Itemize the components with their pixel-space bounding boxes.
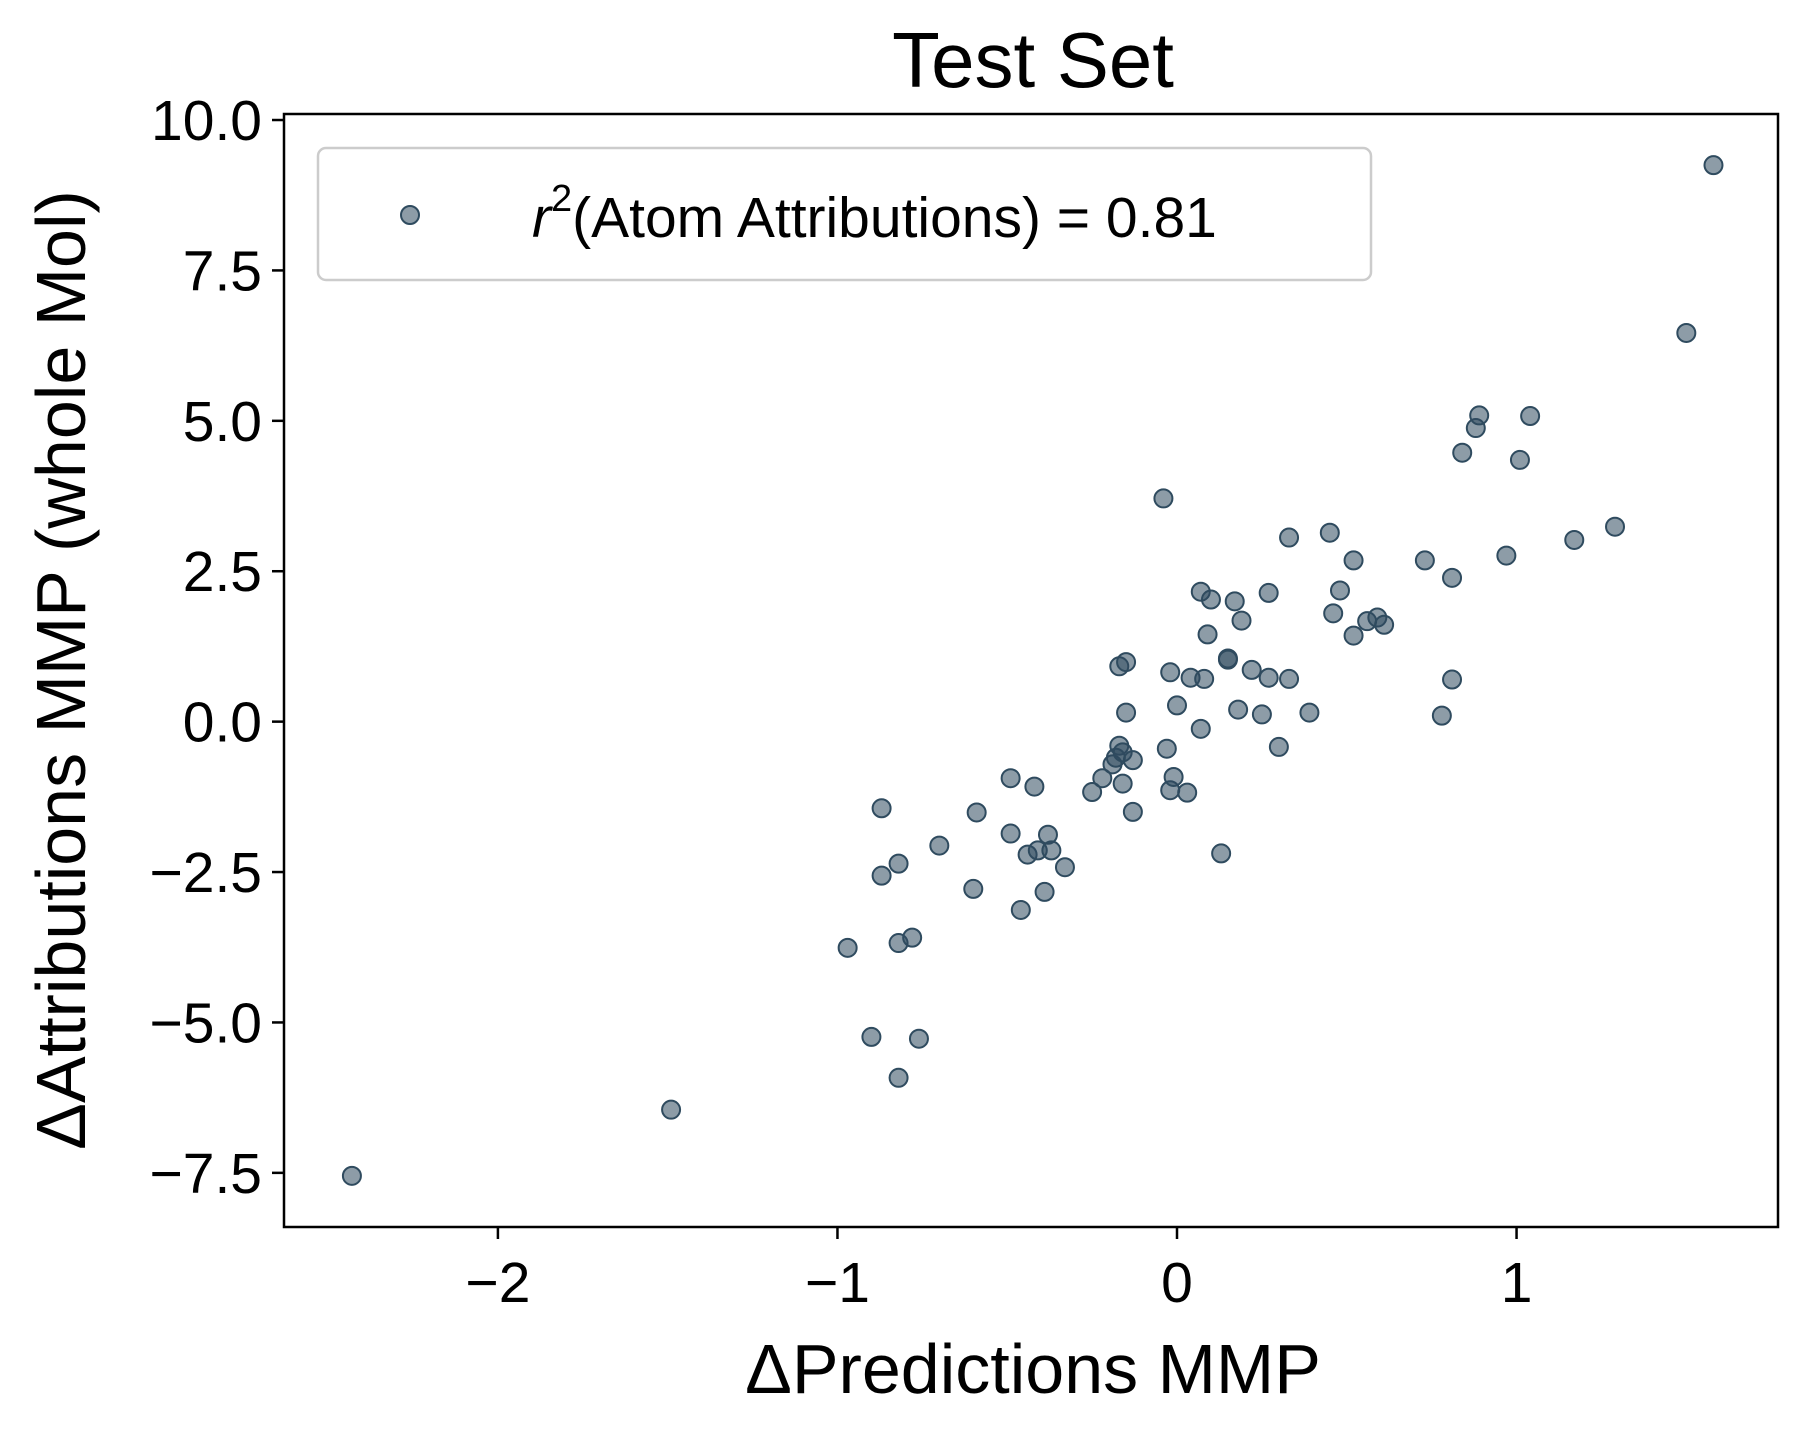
data-point <box>888 1067 909 1088</box>
y-tick-label: 7.5 <box>183 239 262 303</box>
data-point <box>1217 649 1238 670</box>
data-point <box>1241 659 1262 680</box>
data-point <box>908 1028 929 1049</box>
x-tick-label: 0 <box>1161 1251 1193 1315</box>
data-point <box>1605 516 1626 537</box>
data-point <box>1197 624 1218 645</box>
data-point <box>1520 406 1541 427</box>
data-point <box>1000 823 1021 844</box>
x-tick-label: −2 <box>465 1251 530 1315</box>
data-point <box>661 1099 682 1120</box>
y-tick-label: −2.5 <box>149 841 262 905</box>
data-point <box>1703 155 1724 176</box>
data-point <box>1167 695 1188 716</box>
data-point <box>1190 718 1211 739</box>
legend-text: (Atom Attributions) = 0.81 <box>572 186 1217 250</box>
data-point <box>1194 668 1215 689</box>
data-point <box>1000 768 1021 789</box>
data-point <box>888 853 909 874</box>
data-point <box>1414 550 1435 571</box>
data-point <box>1452 442 1473 463</box>
legend-symbol: r <box>532 186 553 250</box>
data-point <box>1116 652 1137 673</box>
legend-marker <box>400 205 420 225</box>
scatter-points <box>341 155 1724 1186</box>
data-point <box>1258 667 1279 688</box>
data-point <box>1343 550 1364 571</box>
data-point <box>1024 776 1045 797</box>
y-axis-label: ΔAttributions MMP (whole Mol) <box>22 190 100 1150</box>
data-point <box>1177 782 1198 803</box>
data-point <box>1496 545 1517 566</box>
data-point <box>1319 522 1340 543</box>
legend-superscript: 2 <box>551 178 572 220</box>
data-point <box>871 798 892 819</box>
data-point <box>341 1165 362 1186</box>
y-tick-label: −7.5 <box>149 1142 262 1206</box>
chart-title: Test Set <box>892 16 1174 104</box>
x-axis-ticks: −2 −1 0 1 <box>465 1227 1532 1315</box>
data-point <box>1156 738 1177 759</box>
x-axis-label: ΔPredictions MMP <box>745 1330 1321 1408</box>
data-point <box>1299 702 1320 723</box>
data-point <box>1251 704 1272 725</box>
data-point <box>1329 580 1350 601</box>
data-point <box>1228 699 1249 720</box>
data-point <box>1082 782 1103 803</box>
data-point <box>871 865 892 886</box>
data-point <box>1431 705 1452 726</box>
data-point <box>1469 405 1490 426</box>
y-tick-label: 5.0 <box>183 390 262 454</box>
data-point <box>1442 669 1463 690</box>
x-tick-label: −1 <box>805 1251 870 1315</box>
data-point <box>1163 766 1184 787</box>
data-point <box>966 802 987 823</box>
legend: r2(Atom Attributions) = 0.81 <box>316 146 1373 282</box>
y-tick-label: −5.0 <box>149 991 262 1055</box>
data-point <box>1258 582 1279 603</box>
data-point <box>1153 488 1174 509</box>
y-tick-label: 0.0 <box>183 691 262 755</box>
data-point <box>1010 899 1031 920</box>
data-point <box>1509 449 1530 470</box>
data-point <box>1041 840 1062 861</box>
data-point <box>1224 591 1245 612</box>
data-point <box>1200 589 1221 610</box>
data-point <box>1442 567 1463 588</box>
data-point <box>1564 529 1585 550</box>
data-point <box>929 835 950 856</box>
data-point <box>837 937 858 958</box>
y-tick-label: 10.0 <box>151 89 262 153</box>
data-point <box>1122 801 1143 822</box>
data-point <box>1343 625 1364 646</box>
data-point <box>1116 702 1137 723</box>
data-point <box>902 927 923 948</box>
data-point <box>1034 881 1055 902</box>
data-point <box>1676 322 1697 343</box>
data-point <box>1279 668 1300 689</box>
data-point <box>1231 610 1252 631</box>
data-point <box>1160 662 1181 683</box>
legend-box <box>316 146 1373 282</box>
data-point <box>861 1026 882 1047</box>
data-point <box>963 878 984 899</box>
data-point <box>1092 768 1113 789</box>
data-point <box>1374 614 1395 635</box>
data-point <box>1122 750 1143 771</box>
y-tick-label: 2.5 <box>183 540 262 604</box>
plot-area-frame <box>282 112 1780 1229</box>
data-point <box>1054 857 1075 878</box>
data-point <box>1112 773 1133 794</box>
data-point <box>1279 527 1300 548</box>
x-tick-label: 1 <box>1501 1251 1533 1315</box>
y-axis-ticks: −7.5 −5.0 −2.5 0.0 2.5 5.0 7.5 10.0 <box>149 89 284 1206</box>
data-point <box>1211 843 1232 864</box>
data-point <box>1268 736 1289 757</box>
legend-label: r2(Atom Attributions) = 0.81 <box>532 178 1217 250</box>
data-point <box>1323 603 1344 624</box>
